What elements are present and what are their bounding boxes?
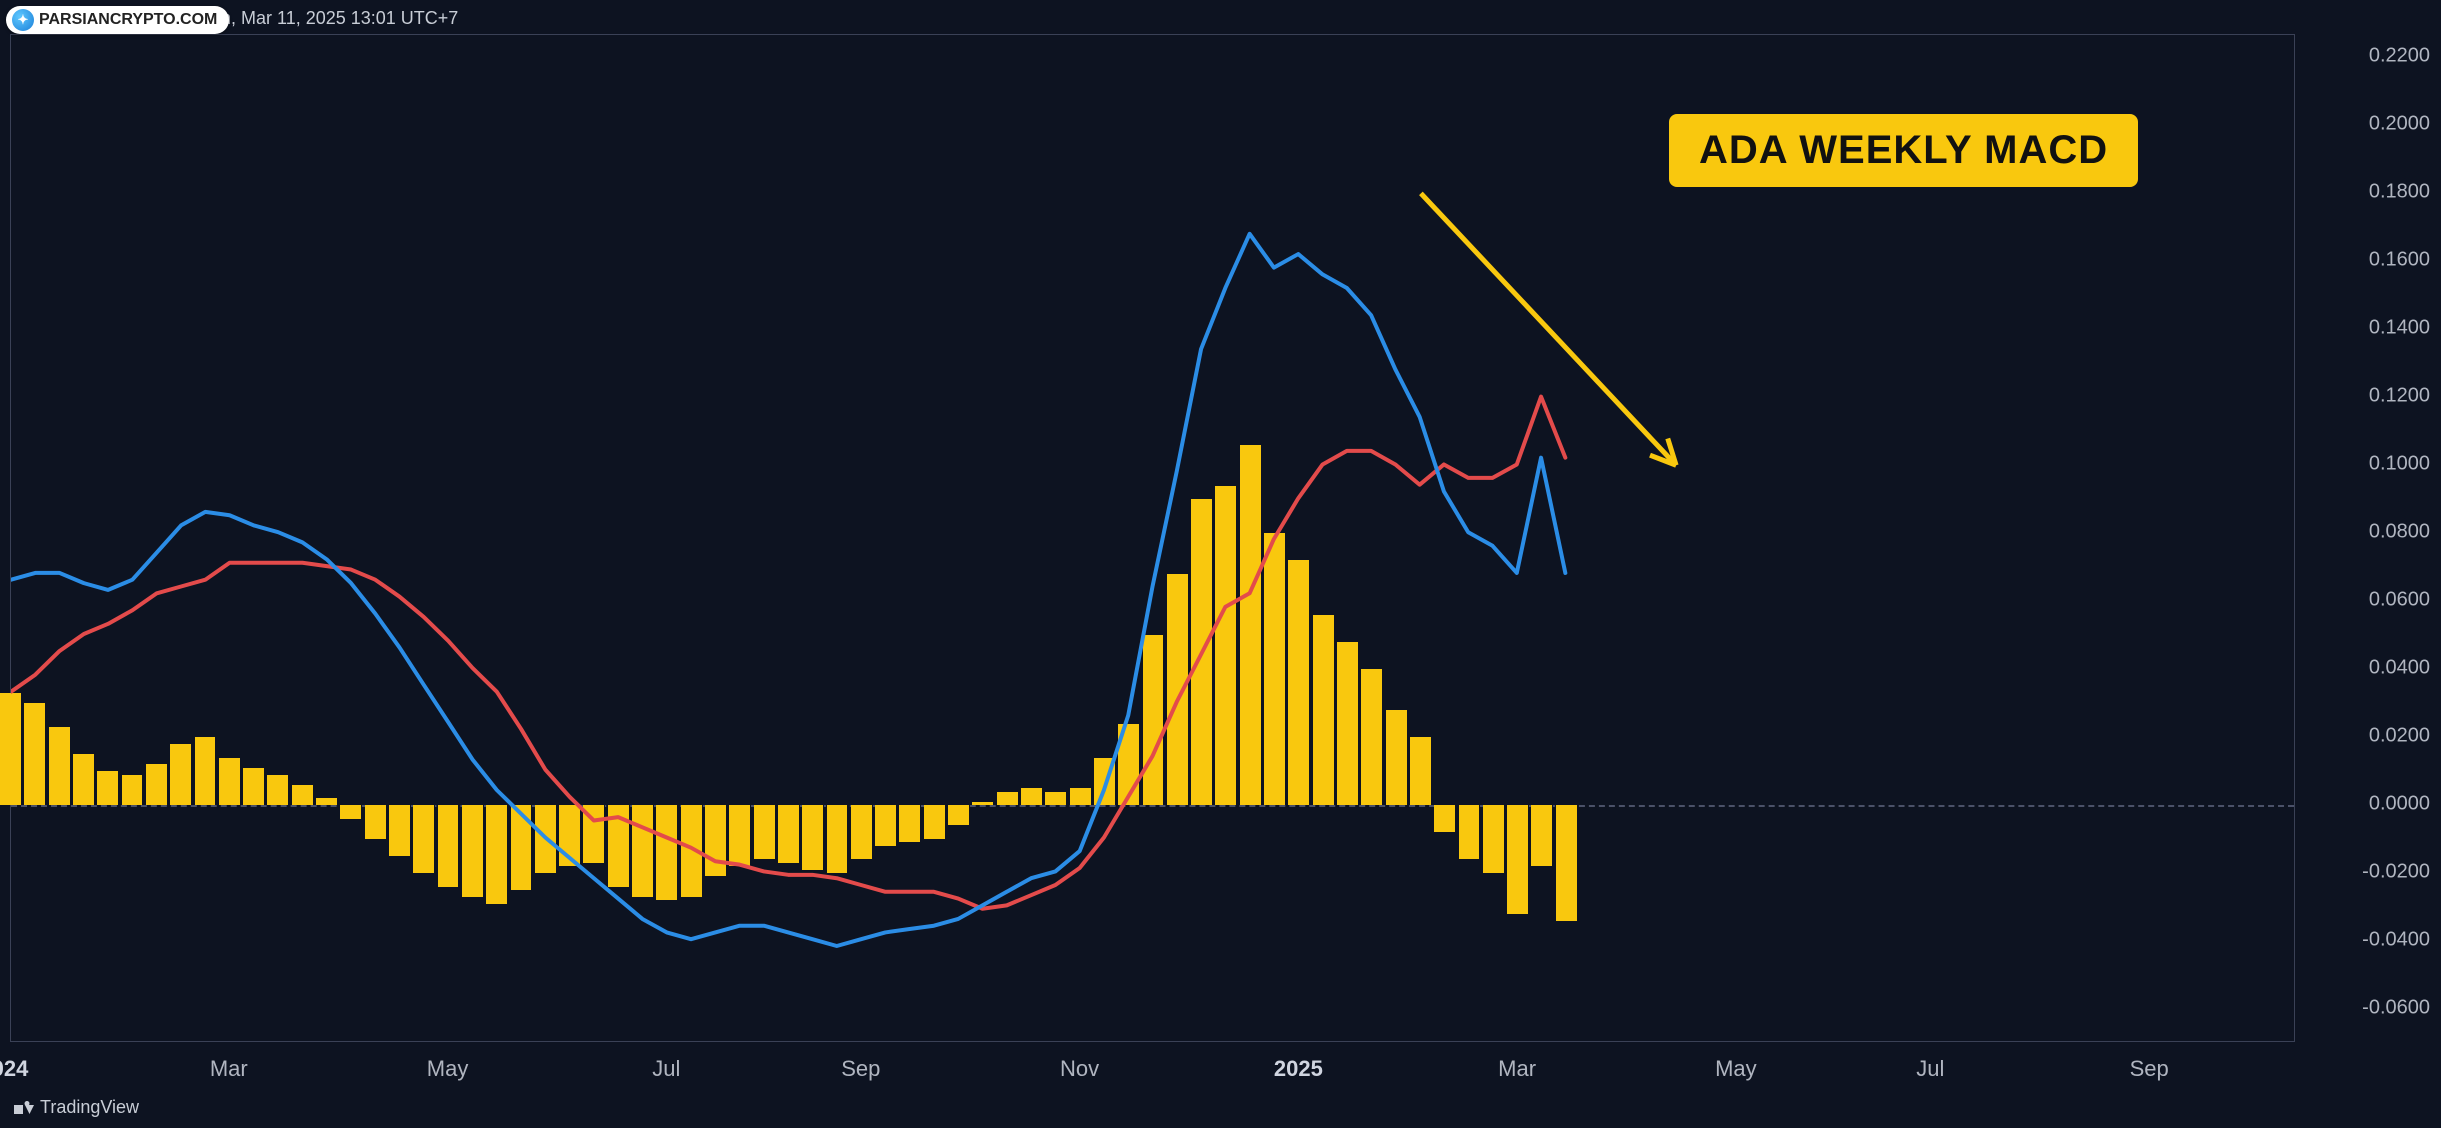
y-tick-label: 0.1000 (2310, 453, 2430, 476)
chart-title-badge: ADA WEEKLY MACD (1669, 114, 2138, 187)
y-tick-label: 0.1400 (2310, 317, 2430, 340)
y-tick-label: 0.0000 (2310, 793, 2430, 816)
x-tick-label: Sep (2130, 1056, 2169, 1082)
x-tick-label: 2025 (1274, 1056, 1323, 1082)
y-tick-label: 0.1200 (2310, 385, 2430, 408)
x-tick-label: May (1715, 1056, 1757, 1082)
y-tick-label: 0.1600 (2310, 249, 2430, 272)
x-tick-label: Jul (1916, 1056, 1944, 1082)
tradingview-logo-icon (14, 1101, 34, 1115)
x-tick-label: Sep (841, 1056, 880, 1082)
y-tick-label: 0.2200 (2310, 45, 2430, 68)
x-axis: 024MarMayJulSepNov2025MarMayJulSep (10, 1048, 2295, 1088)
arrow-shaft (1421, 193, 1676, 465)
x-tick-label: Mar (210, 1056, 248, 1082)
watermark-badge: ✦ PARSIANCRYPTO.COM (6, 6, 229, 34)
y-tick-label: 0.0400 (2310, 657, 2430, 680)
x-tick-label: Jul (652, 1056, 680, 1082)
x-tick-label: May (427, 1056, 469, 1082)
chart-frame[interactable]: ADA WEEKLY MACD (10, 34, 2295, 1042)
footer-brand: TradingView (14, 1097, 139, 1118)
chart-title-text: ADA WEEKLY MACD (1699, 128, 2108, 172)
y-tick-label: 0.0800 (2310, 521, 2430, 544)
globe-icon: ✦ (12, 9, 34, 31)
y-tick-label: -0.0600 (2310, 997, 2430, 1020)
x-tick-label: Nov (1060, 1056, 1099, 1082)
chart-plot-area[interactable]: ADA WEEKLY MACD (11, 35, 2294, 1041)
y-axis: 0.2200 0.2000 0.1800 0.1600 0.1400 0.1200 0.10… (2300, 34, 2430, 1042)
y-tick-label: 0.0600 (2310, 589, 2430, 612)
x-tick-label: 024 (0, 1056, 28, 1082)
x-tick-label: Mar (1498, 1056, 1536, 1082)
y-tick-label: -0.0400 (2310, 929, 2430, 952)
y-tick-label: 0.2000 (2310, 113, 2430, 136)
footer-brand-text: TradingView (40, 1097, 139, 1118)
watermark-text: PARSIANCRYPTO.COM (39, 11, 217, 29)
y-tick-label: 0.0200 (2310, 725, 2430, 748)
y-tick-label: -0.0200 (2310, 861, 2430, 884)
y-tick-label: 0.1800 (2310, 181, 2430, 204)
